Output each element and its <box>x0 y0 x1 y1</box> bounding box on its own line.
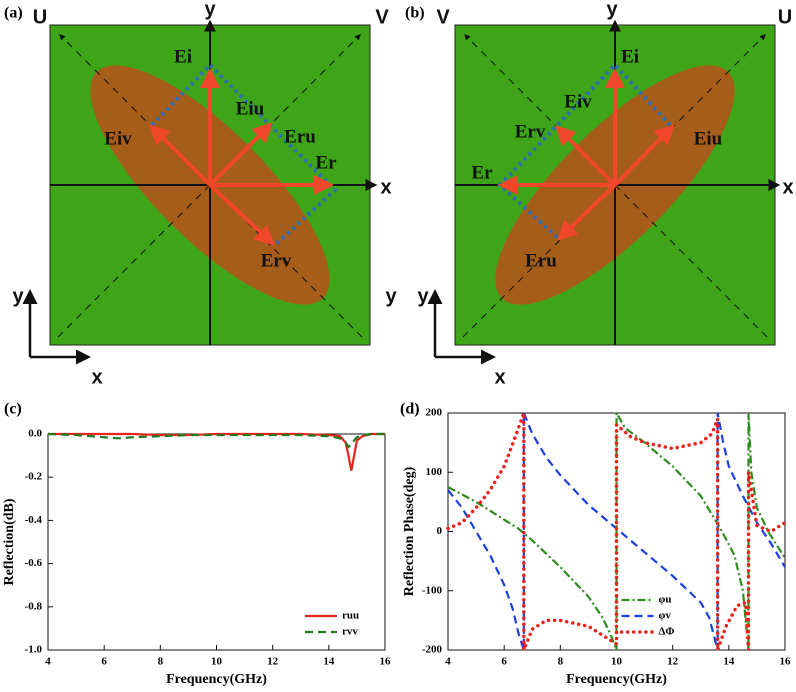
label: Eiv <box>104 128 132 149</box>
u-axis <box>59 34 211 186</box>
y-tick-label: -0.6 <box>25 557 43 569</box>
label: Eiu <box>694 128 723 149</box>
x-tick-label: 8 <box>558 656 564 668</box>
x-tick-label: 4 <box>445 656 451 668</box>
label: y <box>12 285 24 307</box>
series-line <box>47 432 385 449</box>
label: y <box>417 285 429 307</box>
y-tick-label: -100 <box>422 584 443 596</box>
v-axis <box>209 184 366 341</box>
label: U <box>778 6 792 28</box>
x-axis-label: Frequency(GHz) <box>566 672 667 687</box>
label: Eru <box>284 126 316 147</box>
u-axis <box>54 184 211 341</box>
x-tick-label: 14 <box>323 656 335 668</box>
panel-label: (b) <box>405 5 425 22</box>
diagram-b: (b) V y U Ei Eiv Erv Eiu Er Eru x y x <box>405 0 794 388</box>
panel-label: (a) <box>4 5 23 22</box>
label: Erv <box>515 121 546 142</box>
v-axis <box>614 184 771 341</box>
panel-label: (d) <box>400 401 420 418</box>
y-axis-label: Reflection(dB) <box>2 498 17 585</box>
label: U <box>33 6 47 28</box>
y-tick-label: -0.2 <box>25 471 43 483</box>
label: V <box>375 6 389 28</box>
x-tick-label: 6 <box>501 656 507 668</box>
x-tick-label: 12 <box>267 656 279 668</box>
series-line <box>48 432 385 471</box>
x-tick-label: 12 <box>667 656 679 668</box>
y-tick-label: 0.0 <box>28 428 42 440</box>
y-tick-label: -0.8 <box>25 600 43 612</box>
y-tick-label: 100 <box>426 466 443 478</box>
diagram-a: (a) U y V Ei Eiu Eiv Eru Er Erv x y y x <box>4 0 397 388</box>
label: Ei <box>174 46 192 67</box>
y-tick-label: -1.0 <box>25 644 43 656</box>
label: y <box>204 0 216 20</box>
projection <box>497 62 672 242</box>
label: Eiv <box>564 91 592 112</box>
v-axis <box>209 34 361 186</box>
vectors <box>498 68 675 241</box>
legend-label: ruu <box>342 610 359 622</box>
y-tick-label: 0 <box>437 525 443 537</box>
label: Eiu <box>236 98 265 119</box>
legend-label: ΔΦ <box>659 626 675 638</box>
series-line <box>447 412 786 651</box>
legend-label: rvv <box>342 626 358 638</box>
x-tick-label: 4 <box>45 656 51 668</box>
x-tick-label: 10 <box>611 656 623 668</box>
series-line <box>447 408 786 651</box>
panel-label: (c) <box>4 401 22 418</box>
legend-label: φv <box>659 610 672 622</box>
label: V <box>436 6 450 28</box>
label: x <box>380 176 391 198</box>
label: y <box>606 0 618 20</box>
plot-frame <box>47 433 386 651</box>
y-tick-label: -0.4 <box>25 514 43 526</box>
x-tick-label: 16 <box>780 656 792 668</box>
x-tick-label: 10 <box>211 656 223 668</box>
y-tick-label: -200 <box>422 644 443 656</box>
x-tick-label: 6 <box>101 656 107 668</box>
label: Eru <box>525 250 557 271</box>
x-axis-label: Frequency(GHz) <box>166 672 267 687</box>
label: x <box>782 176 793 198</box>
vectors <box>149 68 334 246</box>
y-tick-label: 200 <box>426 407 443 419</box>
u-axis <box>459 184 616 341</box>
label: Erv <box>261 250 292 271</box>
v-axis <box>464 34 616 186</box>
label: x <box>494 366 505 388</box>
label: x <box>91 366 102 388</box>
x-tick-label: 16 <box>380 656 392 668</box>
u-axis <box>614 34 766 186</box>
x-tick-label: 8 <box>158 656 164 668</box>
label: y <box>385 285 397 307</box>
label: Er <box>315 152 337 173</box>
label: Er <box>471 162 493 183</box>
label: Ei <box>621 46 639 67</box>
legend-label: φu <box>659 594 672 606</box>
x-tick-label: 14 <box>723 656 735 668</box>
y-axis-label: Reflection Phase(deg) <box>402 466 417 596</box>
